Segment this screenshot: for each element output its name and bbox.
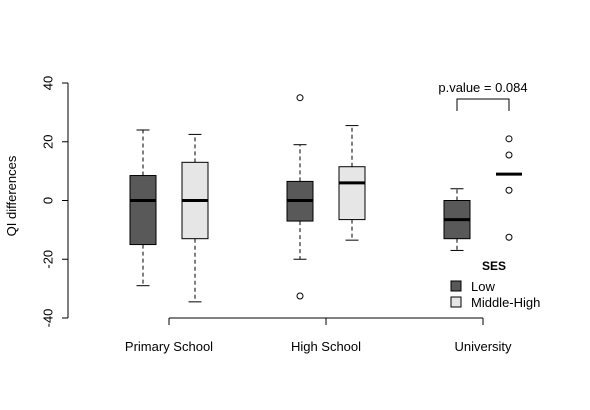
y-axis: -40 -20 0 20 40 <box>41 76 69 328</box>
y-axis-label: QI differences <box>4 155 19 236</box>
y-tick-label: -40 <box>41 309 56 328</box>
box-middle-high-primary-school <box>181 133 209 303</box>
x-axis: Primary School High School University <box>125 317 512 354</box>
legend-title: SES <box>482 259 506 273</box>
legend-label: Low <box>471 279 495 294</box>
box-body <box>129 175 157 246</box>
outlier-point <box>505 135 513 143</box>
outlier-point <box>505 233 513 241</box>
y-tick-label: -20 <box>41 250 56 269</box>
outlier-point <box>296 94 304 102</box>
legend-swatch <box>450 280 462 292</box>
box-middle-high-university <box>496 135 522 241</box>
box-low-primary-school <box>129 129 157 287</box>
y-tick-label: 20 <box>41 135 56 149</box>
y-tick-label: 0 <box>41 197 56 204</box>
outlier-point <box>296 292 304 300</box>
box-middle-high-high-school <box>338 125 366 241</box>
box-layer <box>129 94 522 303</box>
legend-swatch <box>450 296 462 308</box>
x-tick-label: University <box>454 339 512 354</box>
p-value-bracket <box>456 98 510 111</box>
p-value-annotation: p.value = 0.084 <box>438 80 528 111</box>
box-low-high-school <box>286 94 314 300</box>
legend-label: Middle-High <box>471 295 540 310</box>
outlier-point <box>505 151 513 159</box>
box-body <box>338 166 366 221</box>
x-tick-label: Primary School <box>125 339 213 354</box>
p-value-text: p.value = 0.084 <box>438 80 527 95</box>
x-tick-label: High School <box>291 339 361 354</box>
y-tick-label: 40 <box>41 76 56 90</box>
outlier-point <box>505 186 513 194</box>
box-low-university <box>443 188 471 251</box>
